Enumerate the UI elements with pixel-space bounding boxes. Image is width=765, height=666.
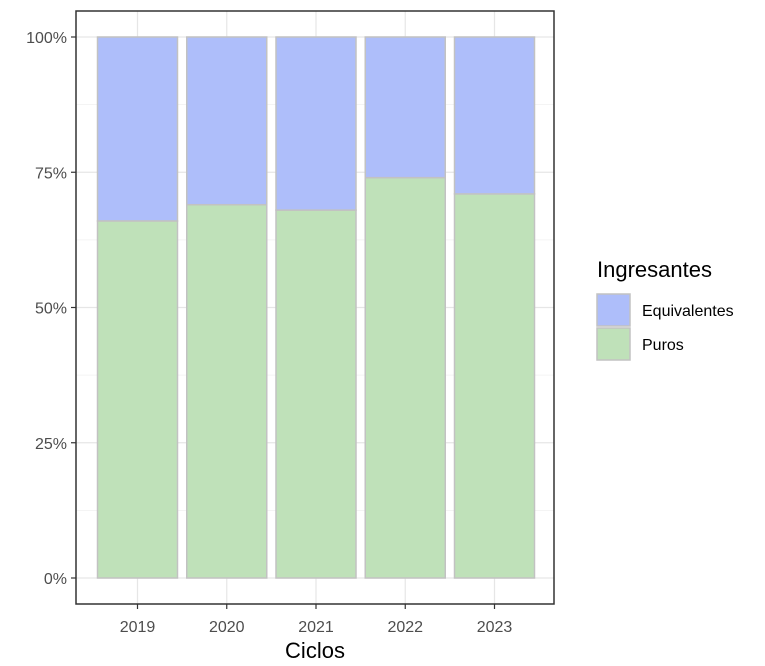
x-tick-label: 2019: [120, 619, 156, 636]
axes: 0% 25% 50% 75% 100% 2019 2020 2021 2022 2023: [26, 30, 512, 636]
bar-equivalentes-2022: [364, 36, 446, 179]
x-tick-label: 2021: [298, 619, 334, 636]
bar-puros-2019: [96, 220, 179, 579]
y-tick-label: 0%: [44, 571, 67, 588]
y-tick-label: 50%: [35, 301, 67, 318]
legend-label-puros: Puros: [642, 337, 684, 354]
y-tick-label: 100%: [26, 30, 67, 47]
legend-title: Ingresantes: [597, 257, 712, 282]
legend-label-equivalentes: Equivalentes: [642, 303, 734, 320]
bar-equivalentes-2020: [186, 36, 268, 206]
bar-puros-2021: [275, 209, 357, 579]
bar-equivalentes-2019: [96, 36, 179, 222]
bar-puros-2022: [364, 176, 446, 579]
y-tick-label: 75%: [35, 165, 67, 182]
bar-puros-2020: [186, 203, 268, 579]
bar-puros-2023: [453, 193, 536, 579]
bar-equivalentes-2021: [275, 36, 357, 211]
bar-equivalentes-2023: [453, 36, 536, 195]
x-axis-title: Ciclos: [285, 638, 345, 663]
legend-key-puros: [596, 327, 631, 361]
y-tick-label: 25%: [35, 436, 67, 453]
legend-key-equivalentes: [596, 293, 631, 327]
legend: Ingresantes Equivalentes Puros: [596, 257, 734, 361]
bars: [96, 36, 536, 579]
x-tick-label: 2023: [477, 619, 513, 636]
x-tick-label: 2022: [387, 619, 423, 636]
x-tick-label: 2020: [209, 619, 245, 636]
